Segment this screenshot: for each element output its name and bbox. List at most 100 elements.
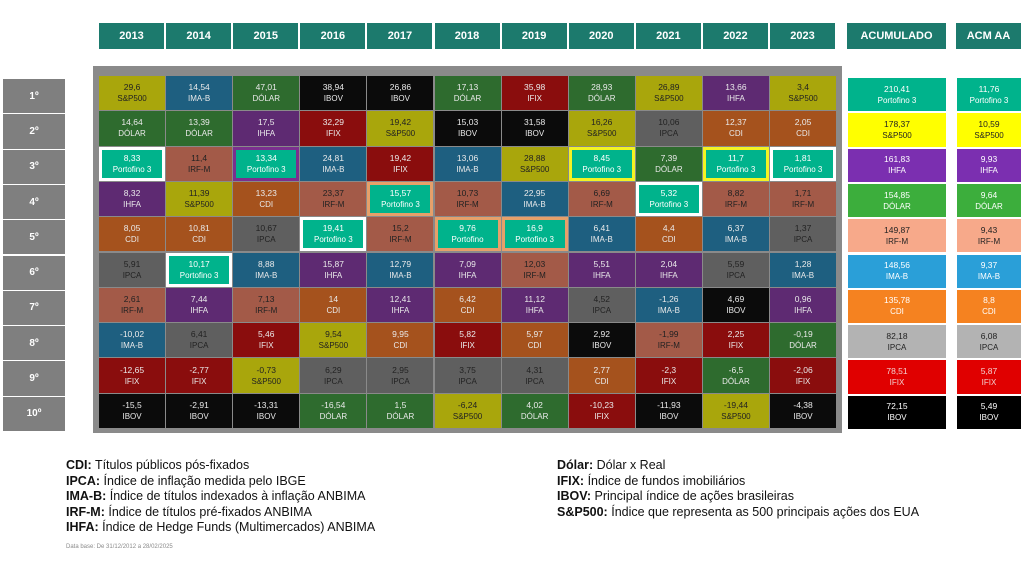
- header-year-2022: 2022: [702, 23, 768, 49]
- cell-asset: IPCA: [256, 235, 276, 245]
- cell-asset: CDI: [796, 129, 810, 139]
- cell-value: 10,06: [658, 117, 680, 128]
- cell-value: 4,69: [727, 293, 745, 304]
- header-acumulado: ACUMULADO: [847, 23, 946, 49]
- cell-value: 28,93: [591, 82, 613, 93]
- grid-cell: 4,31 IPCA: [501, 358, 568, 393]
- cell-value: 5,51: [593, 258, 610, 269]
- grid-cell: 22,95 IMA-B: [501, 181, 568, 217]
- grid-cell: 13,23 CDI: [233, 181, 300, 217]
- cell-value: 6,41: [190, 329, 208, 340]
- cell-asset: IPCA: [887, 342, 907, 352]
- cell-value: 13,39: [188, 117, 210, 128]
- cell-asset: IRF-M: [389, 235, 412, 245]
- cell-asset: IRF-M: [657, 341, 680, 351]
- rank-label: 10º: [3, 395, 65, 431]
- cell-value: 9,76: [459, 223, 476, 234]
- acc-cell: 210,41 Portofino 3: [848, 78, 946, 112]
- cell-asset: IPCA: [592, 305, 612, 315]
- rank-label: 2º: [3, 113, 65, 149]
- grid-cell: -12,65 IFIX: [99, 358, 166, 393]
- acm-cell: 5,87 IFIX: [957, 360, 1021, 394]
- acm-cell: 11,76 Portofino 3: [957, 78, 1021, 112]
- cell-asset: CDI: [594, 376, 609, 386]
- cell-asset: S&P500: [251, 376, 281, 386]
- cell-asset: IHFA: [794, 305, 812, 315]
- cell-value: 16,26: [591, 117, 613, 128]
- cell-value: 5,97: [526, 329, 543, 340]
- cell-asset: DÓLAR: [386, 411, 415, 421]
- cell-value: 9,95: [392, 329, 409, 340]
- grid-cell: 4,52 IPCA: [568, 287, 635, 323]
- cell-value: 16,9: [526, 223, 543, 234]
- cell-asset: CDI: [326, 305, 341, 315]
- cell-asset: IHFA: [257, 129, 276, 139]
- cell-value: -10,23: [589, 399, 614, 410]
- grid-cell: 13,66 IHFA: [702, 76, 769, 111]
- cell-asset: DÓLAR: [587, 94, 616, 104]
- cell-value: 7,09: [459, 258, 476, 269]
- cell-value: 2,61: [123, 293, 141, 304]
- grid-cell: -1,99 IRF-M: [635, 323, 702, 358]
- cell-value: 2,77: [593, 364, 610, 375]
- grid-cell: 28,88 S&P500: [501, 146, 568, 181]
- cell-value: 23,37: [322, 188, 344, 199]
- cell-value: 0,96: [794, 293, 812, 304]
- cell-asset: Portofino 3: [582, 164, 622, 174]
- grid-cell: 15,57 Portofino 3: [367, 181, 434, 217]
- cell-asset: S&P500: [587, 129, 617, 139]
- cell-value: 31,58: [524, 117, 546, 128]
- footnote: Data base: De 31/12/2012 a 28/02/2025: [66, 544, 173, 550]
- cell-value: 210,41: [884, 83, 910, 94]
- grid-cell: 14,64 DÓLAR: [99, 111, 166, 146]
- grid-cell: 4,4 CDI: [635, 217, 702, 252]
- cell-asset: IPCA: [793, 235, 813, 245]
- cell-asset: DÓLAR: [319, 411, 348, 421]
- cell-asset: IFIX: [728, 341, 744, 351]
- cell-asset: IBOV: [592, 341, 612, 351]
- grid-cell: -10,23 IFIX: [568, 393, 635, 428]
- grid-cell: 15,2 IRF-M: [367, 217, 434, 252]
- cell-value: 9,64: [980, 189, 998, 200]
- cell-asset: IHFA: [458, 270, 477, 280]
- cell-value: 13,66: [725, 82, 747, 93]
- rank-label: 6º: [3, 254, 65, 290]
- grid-cell: 19,41 Portofino 3: [300, 217, 367, 252]
- cell-asset: Portofino 3: [179, 270, 219, 280]
- grid-cell: 12,37 CDI: [702, 111, 769, 146]
- grid-cell: 11,4 IRF-M: [166, 146, 233, 181]
- cell-value: 35,98: [524, 82, 546, 93]
- header-year-2014: 2014: [166, 23, 232, 49]
- cell-value: 9,54: [325, 329, 342, 340]
- cell-asset: CDI: [259, 200, 274, 210]
- grid-cell: 17,13 DÓLAR: [434, 76, 501, 111]
- cell-asset: IFIX: [393, 164, 408, 174]
- cell-asset: IFIX: [460, 341, 475, 351]
- acc-cell: 148,56 IMA-B: [848, 254, 946, 288]
- grid-cell: 28,93 DÓLAR: [568, 76, 635, 111]
- grid-cell: 6,41 IMA-B: [568, 217, 635, 252]
- cell-asset: IMA-B: [885, 272, 909, 282]
- grid-cell: 13,39 DÓLAR: [166, 111, 233, 146]
- cell-value: 26,86: [389, 82, 412, 93]
- grid-cell: 4,69 IBOV: [702, 287, 769, 323]
- grid-cell: 7,44 IHFA: [166, 287, 233, 323]
- cell-asset: IMA-B: [322, 164, 345, 174]
- grid-cell: 47,01 DÓLAR: [233, 76, 300, 111]
- grid-cell: -0,73 S&P500: [233, 358, 300, 393]
- cell-asset: IBOV: [793, 411, 813, 421]
- acc-cell: 161,83 IHFA: [848, 148, 946, 182]
- cell-asset: S&P500: [184, 200, 214, 210]
- cell-value: 14,54: [188, 82, 210, 93]
- cell-value: 10,73: [456, 188, 479, 199]
- cell-value: -12,65: [119, 364, 145, 375]
- legend-item-ibov: IBOV: Principal índice de ações brasilei…: [557, 489, 794, 503]
- cell-value: 5,59: [727, 258, 745, 269]
- cell-asset: IBOV: [726, 305, 746, 315]
- rank-label: 1º: [3, 78, 65, 114]
- cell-asset: IPCA: [979, 342, 999, 352]
- cell-asset: IFIX: [258, 341, 274, 351]
- cell-asset: CDI: [192, 235, 207, 245]
- cell-value: -0,19: [793, 329, 813, 340]
- cell-asset: IFIX: [124, 376, 140, 386]
